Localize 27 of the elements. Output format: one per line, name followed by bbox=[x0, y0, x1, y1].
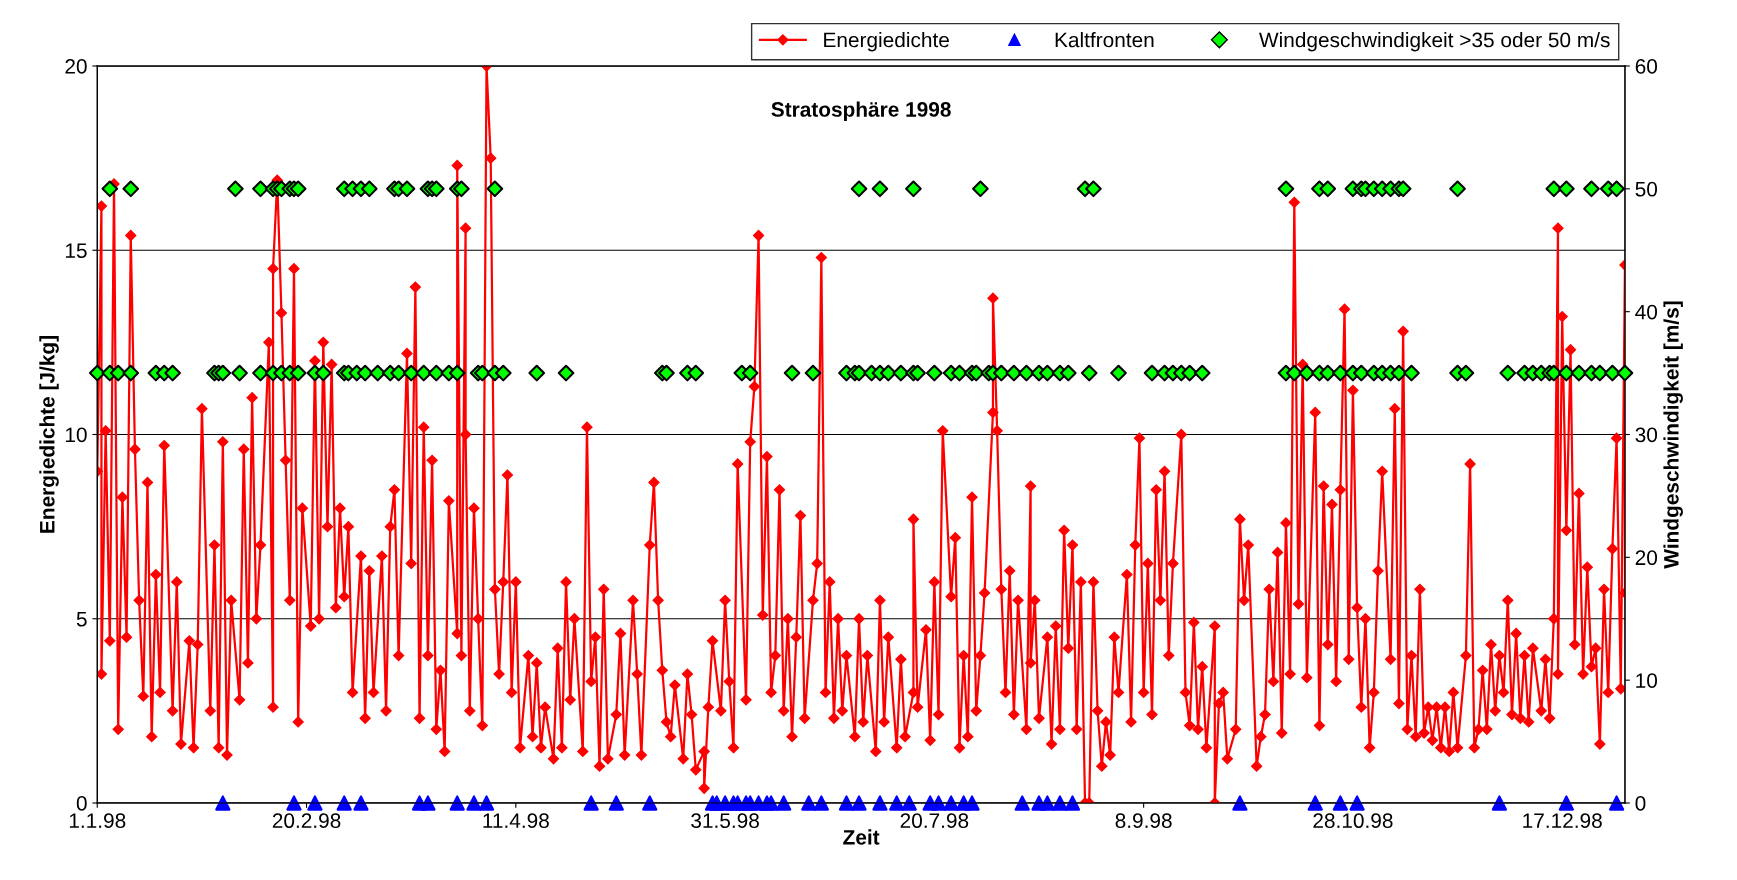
y-tick-label: 0 bbox=[76, 796, 87, 811]
y2-tick-label: 0 bbox=[1635, 796, 1646, 811]
y2-tick-label: 10 bbox=[1636, 673, 1658, 688]
x-tick-label: 17.12.98 bbox=[1523, 813, 1602, 829]
y2-axis-title: Windgeschwindigkeit [m/s] bbox=[1663, 301, 1683, 569]
y-tick-label: 20 bbox=[65, 59, 87, 74]
y-tick-label: 15 bbox=[65, 243, 87, 258]
text: Stratosphäre 1998 bbox=[771, 101, 951, 121]
y2-tick-label: 50 bbox=[1635, 181, 1658, 197]
y2-tick-label: 20 bbox=[1635, 550, 1658, 566]
legend-label: Windgeschwindigkeit >35 oder 50 m/s bbox=[1259, 32, 1610, 52]
y-tick-label: 5 bbox=[76, 611, 87, 627]
x-axis-title: Zeit bbox=[843, 829, 880, 845]
legend-label: Energiedichte bbox=[824, 32, 949, 52]
x-tick-label: 11.4.98 bbox=[483, 813, 549, 829]
y-axis-title: Energiedichte [J/kg] bbox=[39, 336, 59, 533]
x-tick-label: 1.1.98 bbox=[69, 813, 126, 829]
y-tick-label: 10 bbox=[65, 427, 87, 443]
x-tick-label: 20.2.98 bbox=[272, 813, 341, 829]
y2-tick-label: 60 bbox=[1635, 59, 1658, 74]
x-tick-label: 8.9.98 bbox=[1115, 813, 1172, 829]
x-tick-label: 28.10.98 bbox=[1313, 813, 1393, 829]
x-tick-label: 20.7.98 bbox=[900, 813, 969, 829]
x-tick-label: 31.5.98 bbox=[691, 813, 759, 829]
legend-label: Kaltfronten bbox=[1055, 32, 1154, 48]
y2-tick-label: 40 bbox=[1635, 304, 1658, 320]
y2-tick-label: 30 bbox=[1635, 427, 1658, 443]
